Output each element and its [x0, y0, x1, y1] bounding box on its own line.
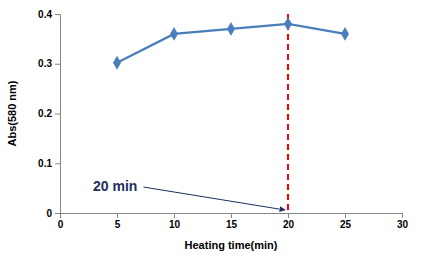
marker — [113, 56, 121, 70]
tick: 0.1 — [38, 158, 60, 169]
tick-mark — [402, 213, 403, 218]
tick: 15 — [226, 213, 238, 230]
axis-line — [55, 15, 61, 214]
tick: 25 — [340, 213, 352, 230]
tick-label: 20 — [283, 219, 295, 230]
tick-label: 5 — [115, 219, 121, 230]
tick-mark — [55, 64, 60, 65]
axis-line — [61, 214, 403, 219]
tick: 20 — [283, 213, 295, 230]
marks — [113, 14, 349, 213]
tick-mark — [231, 213, 232, 218]
y-axis-title: Abs(580 nm) — [6, 80, 18, 146]
tick-label: 30 — [397, 219, 409, 230]
tick-mark — [345, 213, 346, 218]
tick: 0.3 — [38, 58, 60, 69]
annotation-line — [287, 14, 289, 213]
chart: 0 5 10 15 20 25 30 0 0.1 0.2 0.3 0.4 20 min Heating t… — [0, 0, 421, 271]
tick-mark — [55, 114, 60, 115]
tick: 5 — [115, 213, 121, 230]
marker — [341, 27, 349, 41]
tick-label: 0.3 — [38, 58, 52, 69]
marker — [170, 27, 178, 41]
annotation-text: 20 min — [93, 178, 137, 194]
tick-mark — [55, 163, 60, 164]
tick: 30 — [397, 213, 409, 230]
tick: 0 — [46, 208, 60, 219]
tick-label: 10 — [169, 219, 181, 230]
x-axis-title: Heating time(min) — [185, 239, 278, 251]
tick-mark — [288, 213, 289, 218]
tick: 0 — [58, 213, 64, 230]
tick-label: 0 — [46, 208, 52, 219]
tick: 10 — [169, 213, 181, 230]
marker — [284, 17, 292, 31]
x-axis: 0 5 10 15 20 25 30 — [58, 213, 409, 230]
tick-label: 0 — [58, 219, 64, 230]
tick-mark — [55, 213, 60, 214]
tick-mark — [174, 213, 175, 218]
annotation-arrow — [143, 187, 285, 210]
tick-mark — [55, 14, 60, 15]
tick-label: 0.1 — [38, 158, 52, 169]
tick: 0.4 — [38, 9, 60, 20]
y-axis: 0 0.1 0.2 0.3 0.4 — [38, 9, 60, 219]
plot: 0 5 10 15 20 25 30 0 0.1 0.2 0.3 0.4 20 min — [38, 9, 408, 230]
tick: 0.2 — [38, 108, 60, 119]
tick-mark — [117, 213, 118, 218]
marker — [227, 22, 235, 36]
tick-label: 15 — [226, 219, 238, 230]
tick-label: 0.2 — [38, 108, 52, 119]
tick-label: 0.4 — [38, 9, 52, 20]
tick-label: 25 — [340, 219, 352, 230]
